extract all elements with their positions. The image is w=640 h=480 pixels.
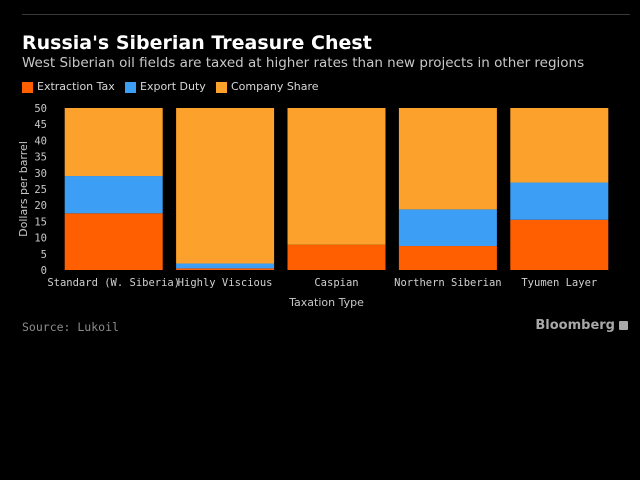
bar-northern-siberian-extraction-tax <box>398 246 497 270</box>
y-tick-label-5: 5 <box>41 249 47 261</box>
y-tick-label-30: 30 <box>34 168 47 180</box>
bar-tyumen-layer-export-duty <box>510 182 609 220</box>
source-note: Source: Lukoil <box>22 320 119 334</box>
top-rule <box>22 14 630 15</box>
bar-tyumen-layer-company-share <box>510 108 609 183</box>
y-tick-label-25: 25 <box>34 184 47 196</box>
y-tick-label-35: 35 <box>34 152 47 164</box>
x-axis-title: Taxation Type <box>288 296 364 309</box>
y-axis-title: Dollars per barrel <box>17 141 30 237</box>
y-tick-label-15: 15 <box>34 216 47 228</box>
y-tick-label-10: 10 <box>34 233 47 245</box>
brand-mark-icon <box>619 321 628 330</box>
chart-title: Russia's Siberian Treasure Chest <box>22 32 372 54</box>
x-tick-label-highly-viscious: Highly Viscious <box>178 277 273 289</box>
x-tick-label-standard-w-siberia: Standard (W. Siberia) <box>47 277 180 289</box>
y-tick-label-0: 0 <box>41 265 47 277</box>
legend-swatch-extraction-tax <box>22 82 33 93</box>
legend-label-extraction-tax: Extraction Tax <box>37 80 115 93</box>
bar-highly-viscious-extraction-tax <box>176 268 275 270</box>
bar-caspian-extraction-tax <box>287 244 386 270</box>
bar-highly-viscious-export-duty <box>176 263 275 269</box>
bar-highly-viscious-company-share <box>176 108 275 264</box>
bar-tyumen-layer-extraction-tax <box>510 219 609 270</box>
y-tick-label-20: 20 <box>34 200 47 212</box>
bar-standard-w-siberia-company-share <box>64 108 163 177</box>
x-tick-label-caspian: Caspian <box>314 277 358 289</box>
y-tick-label-50: 50 <box>34 103 47 115</box>
bar-northern-siberian-company-share <box>398 108 497 210</box>
legend-swatch-export-duty <box>125 82 136 93</box>
bar-northern-siberian-export-duty <box>398 209 497 247</box>
chart-subtitle: West Siberian oil fields are taxed at hi… <box>22 55 585 71</box>
legend-label-export-duty: Export Duty <box>140 80 206 93</box>
x-tick-label-northern-siberian: Northern Siberian <box>394 277 501 289</box>
stacked-bar-chart: 0 5 10 15 20 25 30 35 40 45 50 Dollars per barrel St… <box>17 103 609 309</box>
legend-label-company-share: Company Share <box>231 80 319 93</box>
bar-caspian-company-share <box>287 108 386 245</box>
brand-name: Bloomberg <box>535 318 615 333</box>
brand-logo: Bloomberg <box>535 318 628 333</box>
bar-standard-w-siberia-extraction-tax <box>64 213 163 270</box>
legend-swatch-company-share <box>216 82 227 93</box>
bar-standard-w-siberia-export-duty <box>64 176 163 214</box>
x-tick-label-tyumen-layer: Tyumen Layer <box>521 277 597 289</box>
y-tick-label-40: 40 <box>34 135 47 147</box>
y-tick-label-45: 45 <box>34 119 47 131</box>
